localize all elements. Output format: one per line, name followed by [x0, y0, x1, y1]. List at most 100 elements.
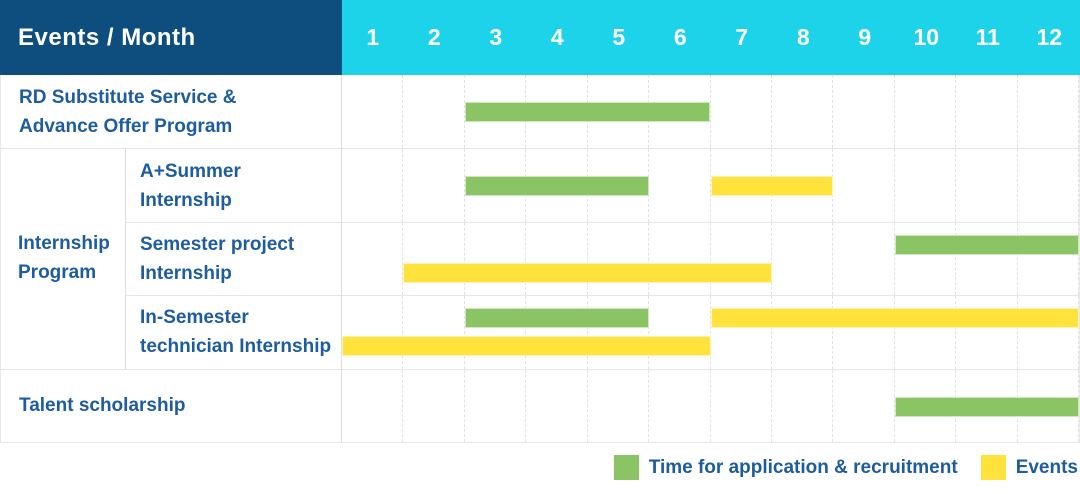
month-gridcell: [711, 296, 772, 369]
row-label-line: In-Semester: [140, 307, 249, 329]
month-gridcell: [342, 149, 404, 222]
month-gridcell: [465, 222, 527, 296]
month-gridcell: [1018, 296, 1080, 369]
row-label-line: A+Summer: [140, 160, 241, 182]
month-gridcell: [833, 149, 895, 222]
month-header-9: 9: [858, 24, 872, 50]
row-chart-area: [342, 149, 1080, 222]
month-gridcell: [772, 75, 834, 149]
month-gridcell: [956, 149, 1018, 222]
month-gridcell: [649, 296, 711, 369]
month-header-10: 10: [913, 24, 940, 50]
month-gridcell: [772, 369, 834, 442]
month-gridcell: [588, 369, 650, 442]
month-gridcell: [895, 75, 957, 149]
month-header-11: 11: [975, 24, 1000, 50]
month-gridcell: [833, 75, 895, 149]
row-label-line: Advance Offer Program: [19, 115, 233, 137]
month-gridcell: [403, 149, 465, 222]
row-label-line: Internship: [140, 262, 232, 284]
month-header-8: 8: [796, 24, 810, 50]
legend-label-events: Events: [1015, 456, 1078, 478]
bar-event: [403, 262, 772, 283]
bar-event: [710, 308, 1079, 329]
row-chart-area: [342, 221, 1080, 296]
month-gridcell: [711, 222, 772, 296]
month-gridcell: [342, 75, 404, 149]
month-gridcell: [465, 369, 527, 442]
month-header-6: 6: [673, 24, 687, 50]
row-label-line: Semester project: [140, 233, 295, 255]
month-gridcell: [895, 296, 957, 369]
legend-item-application: Time for application & recruitment: [613, 455, 958, 481]
group-label-text: Internship Program: [18, 233, 110, 284]
month-gridcell: [526, 222, 588, 296]
row-chart-area: [342, 75, 1080, 149]
row-label-line: Talent scholarship: [19, 395, 186, 417]
gantt-body: RD Substitute Service & Advance Offer Pro…: [0, 75, 1080, 443]
table-row: Talent scholarship: [1, 368, 1080, 442]
month-gridcell: [342, 369, 404, 442]
bar-event: [710, 176, 834, 197]
month-gridcell: [895, 149, 957, 222]
row-label-line: RD Substitute Service &: [19, 86, 237, 108]
month-header-4: 4: [550, 24, 564, 50]
month-header-7: 7: [735, 24, 749, 50]
month-gridcell: [465, 296, 527, 369]
bar-event: [342, 336, 711, 357]
bar-application: [894, 396, 1079, 417]
bar-application: [464, 102, 711, 122]
bar-application: [464, 176, 650, 197]
row-label-line: Internship: [140, 189, 232, 211]
row-chart-area: [342, 295, 1080, 369]
month-gridcell: [711, 369, 772, 442]
legend: Time for application & recruitment Event…: [0, 443, 1080, 493]
month-gridcell: [772, 222, 834, 296]
month-gridcell: [833, 369, 895, 442]
month-gridcell: [588, 222, 650, 296]
month-gridcell: [1018, 222, 1080, 296]
month-gridcell: [833, 222, 895, 296]
month-gridcell: [649, 369, 711, 442]
month-gridcell: [1018, 149, 1080, 222]
month-header-2: 2: [427, 24, 441, 50]
month-gridcell: [526, 369, 588, 442]
row-label: Semester project Internship: [126, 221, 342, 296]
table-row: Semester project Internship: [1, 221, 1080, 296]
month-header-1: 1: [366, 24, 380, 50]
month-gridcell: [956, 75, 1018, 149]
bar-application: [464, 308, 650, 329]
row-label: Talent scholarship: [1, 369, 342, 442]
row-label: RD Substitute Service & Advance Offer Pro…: [1, 75, 342, 149]
application-color-swatch: [613, 455, 639, 481]
month-gridcell: [895, 222, 957, 296]
events-color-swatch: [980, 455, 1006, 481]
group-label-internship-program: Internship Program: [1, 148, 126, 369]
month-header-5: 5: [612, 24, 626, 50]
events-month-header: Events / Month: [0, 0, 342, 75]
month-gridcell: [342, 222, 404, 296]
row-chart-area: [342, 369, 1080, 442]
month-gridcell: [956, 296, 1018, 369]
table-row: RD Substitute Service & Advance Offer Pro…: [1, 75, 1080, 149]
legend-item-events: Events: [980, 455, 1078, 481]
month-header-3: 3: [489, 24, 503, 50]
bar-application: [894, 234, 1079, 255]
month-gridcell: [588, 296, 650, 369]
month-gridcell: [649, 222, 711, 296]
month-gridcell: [403, 75, 465, 149]
month-gridcell: [403, 296, 465, 369]
table-row: In-Semester technician Internship: [1, 295, 1080, 369]
month-gridcell: [833, 296, 895, 369]
month-gridcell: [403, 222, 465, 296]
month-gridcell: [342, 296, 404, 369]
month-gridcell: [1018, 75, 1080, 149]
month-gridcell: [403, 369, 465, 442]
month-gridcell: [772, 296, 834, 369]
row-label: In-Semester technician Internship: [126, 295, 342, 369]
table-row: A+Summer Internship: [1, 148, 1080, 222]
month-gridcell: [956, 222, 1018, 296]
row-label-line: technician Internship: [140, 336, 332, 358]
month-header-row: 1 2 3 4 5 6 7 8 9 10 11 12: [342, 0, 1080, 75]
